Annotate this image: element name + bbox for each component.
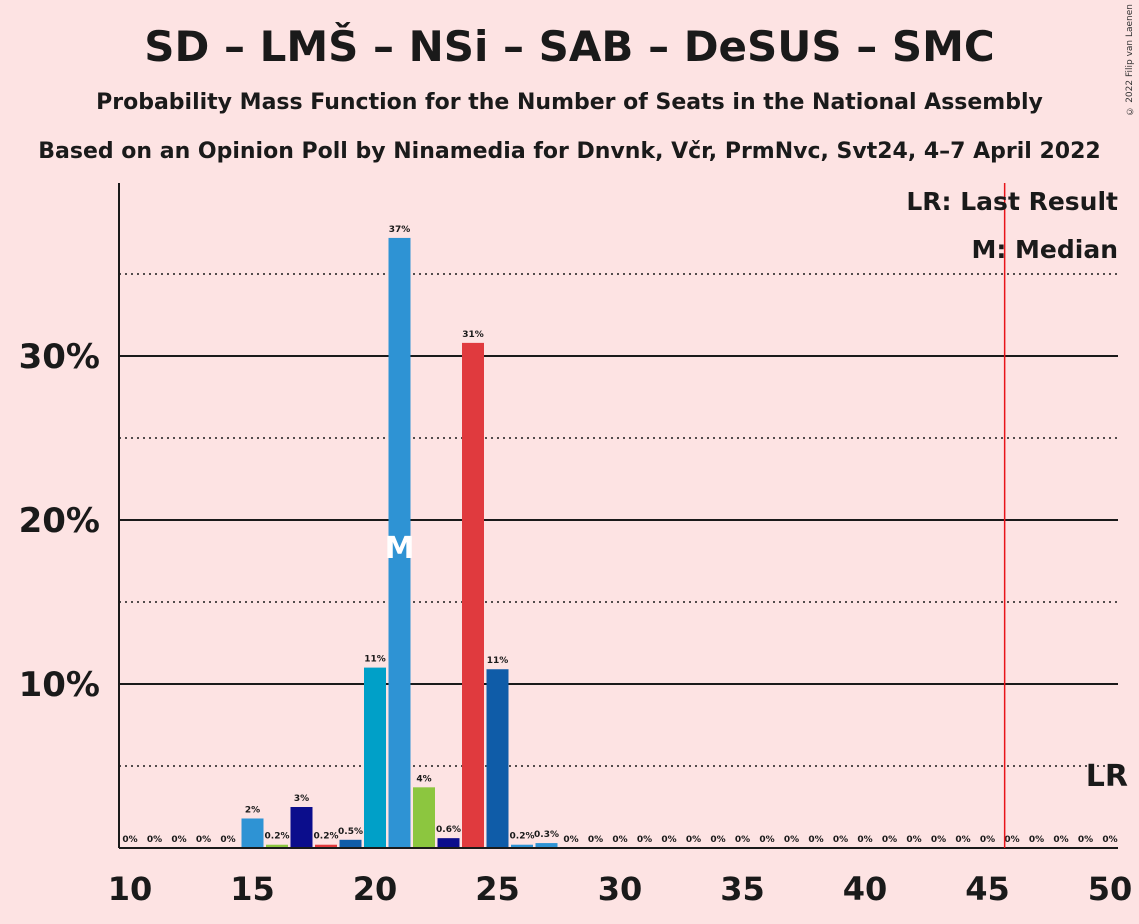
bar-label: 0%: [1053, 835, 1068, 845]
tick-labels: 10% 20% 30% 10 15 20 25 30 35 40 45 50: [19, 337, 1133, 908]
chart-source: Based on an Opinion Poll by Ninamedia fo…: [38, 139, 1101, 164]
bar-label: 0%: [955, 835, 970, 845]
bar-label: 3%: [294, 794, 309, 804]
chart-subtitle: Probability Mass Function for the Number…: [96, 90, 1043, 115]
bar: [437, 838, 460, 848]
x-tick-label: 10: [108, 870, 153, 908]
bar-label: 0%: [833, 835, 848, 845]
bar-label: 2%: [245, 805, 260, 815]
bar-label: 0.6%: [436, 825, 461, 835]
bar-label: 0%: [588, 835, 603, 845]
bar-label: 0.2%: [314, 832, 339, 842]
bar: [266, 844, 288, 848]
bar-label: 0%: [686, 835, 701, 845]
bar: [486, 669, 509, 848]
y-tick-label: 30%: [19, 337, 100, 377]
bar-label: 0.2%: [265, 832, 290, 842]
grid-lines: [119, 273, 1118, 767]
bar-label: 0%: [784, 835, 799, 845]
bar-label: 0%: [710, 835, 725, 845]
bar-label: 0%: [661, 835, 676, 845]
bar-label: 31%: [462, 330, 484, 340]
bar-label: 0%: [931, 835, 946, 845]
chart-title: SD – LMŠ – NSi – SAB – DeSUS – SMC: [144, 22, 995, 71]
bar-label: 0%: [980, 835, 995, 845]
x-tick-label: 40: [843, 870, 888, 908]
x-tick-label: 20: [353, 870, 398, 908]
x-tick-label: 25: [475, 870, 520, 908]
legend-last-result: LR: Last Result: [906, 187, 1118, 216]
y-tick-label: 10%: [19, 665, 100, 705]
bar-label: 0%: [1004, 835, 1019, 845]
bar-labels: 0% 0% 0% 0% 0%2%0.2%3%0.2% 0.5%11%37%4%0.6%31…: [122, 225, 1117, 845]
bar-label: 0%: [122, 835, 137, 845]
bar: [364, 667, 386, 848]
bar-label: 0%: [1078, 835, 1093, 845]
bar-label: 0.3%: [534, 830, 559, 840]
bar-label: 37%: [389, 225, 411, 235]
last-result-marker: LR: [1086, 759, 1128, 794]
bar: [339, 839, 362, 848]
bar-label: 0%: [1029, 835, 1044, 845]
bar-label: 0%: [171, 835, 186, 845]
bar-label: 0%: [735, 835, 750, 845]
bar-label: 0%: [612, 835, 627, 845]
bar-label: 0%: [637, 835, 652, 845]
x-tick-label: 15: [230, 870, 275, 908]
bar: [413, 787, 435, 848]
bar-label: 0%: [857, 835, 872, 845]
bar: [388, 237, 411, 849]
x-tick-label: 50: [1088, 870, 1133, 908]
bars: [241, 237, 558, 849]
bar-label: 11%: [364, 655, 386, 665]
bar-label: 0%: [220, 835, 235, 845]
bar-label: 0%: [882, 835, 897, 845]
bar-label: 0.5%: [338, 827, 363, 837]
bar: [315, 844, 337, 848]
axes: [118, 183, 1118, 849]
bar-label: 0%: [759, 835, 774, 845]
bar: [535, 843, 558, 848]
bar-label: 0%: [906, 835, 921, 845]
bar-label: 0.2%: [510, 832, 535, 842]
x-tick-label: 30: [598, 870, 643, 908]
bar: [290, 807, 313, 848]
bar-label: 0%: [1102, 835, 1117, 845]
bar: [462, 342, 484, 848]
bar: [241, 818, 264, 848]
bar-label: 11%: [487, 656, 509, 666]
bar-label: 0%: [808, 835, 823, 845]
bar: [511, 844, 533, 848]
bar-label: 0%: [563, 835, 578, 845]
median-marker: M: [385, 531, 415, 566]
x-tick-label: 45: [965, 870, 1010, 908]
bar-label: 0%: [196, 835, 211, 845]
bar-label: 4%: [416, 774, 431, 784]
x-tick-label: 35: [720, 870, 765, 908]
legend-median: M: Median: [971, 235, 1118, 264]
bar-label: 0%: [147, 835, 162, 845]
overlay: M LR: [385, 183, 1128, 848]
y-tick-label: 20%: [19, 501, 100, 541]
